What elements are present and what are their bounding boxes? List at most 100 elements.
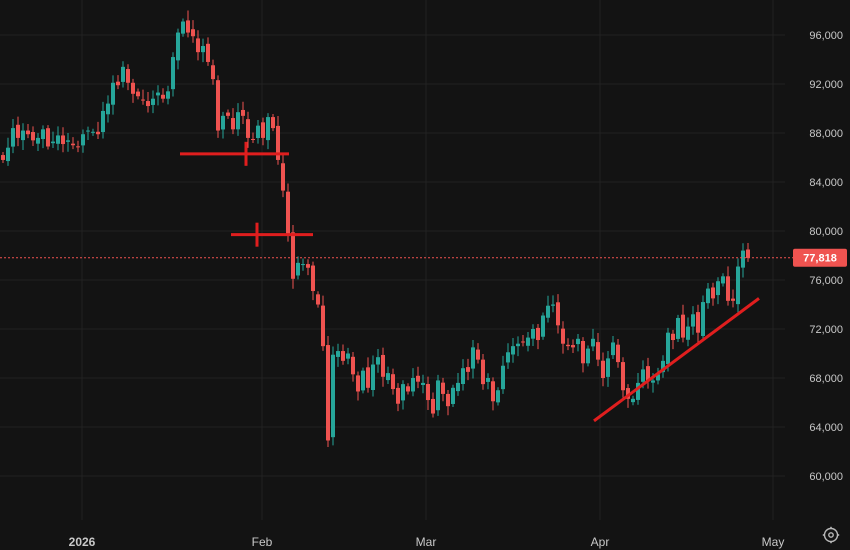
candle <box>691 306 695 335</box>
candle <box>11 119 15 154</box>
candle-body <box>66 140 70 142</box>
candle <box>596 333 600 367</box>
candle <box>446 390 450 416</box>
y-axis[interactable]: 60,000 64,000 68,000 72,000 76,000 80,000 84,0… <box>809 30 843 483</box>
candle-body <box>216 80 220 131</box>
candle-body <box>221 115 225 130</box>
candle <box>241 101 245 125</box>
candle-body <box>171 57 175 90</box>
candle-body <box>51 141 55 144</box>
candle <box>456 372 460 396</box>
candle-body <box>21 130 25 141</box>
candle <box>426 376 430 410</box>
candle <box>266 113 270 150</box>
candle <box>66 133 70 152</box>
candle-body <box>571 345 575 348</box>
candle <box>151 90 155 114</box>
candle <box>31 126 35 146</box>
candle-body <box>426 384 430 401</box>
candle-body <box>646 366 650 381</box>
candle <box>26 124 30 139</box>
candle-body <box>371 364 375 391</box>
candle-body <box>26 130 30 135</box>
candle-body <box>621 362 625 391</box>
candle-body <box>376 357 380 365</box>
candle-body <box>336 351 340 357</box>
candle-body <box>296 262 300 276</box>
candle <box>421 374 425 394</box>
candle-body <box>596 342 600 360</box>
candle-body <box>441 382 445 394</box>
candle <box>156 85 160 106</box>
candle-body <box>691 314 695 327</box>
candle-body <box>301 264 305 266</box>
candle-body <box>11 128 15 147</box>
x-axis[interactable]: 2026 Feb Mar Apr May <box>69 535 785 549</box>
candle-body <box>206 43 210 62</box>
candle <box>281 154 285 198</box>
candle <box>386 366 390 385</box>
candle <box>71 137 75 150</box>
candle-body <box>631 398 635 403</box>
candle-body <box>136 91 140 97</box>
candle <box>611 335 615 360</box>
annotations <box>180 141 760 423</box>
candle <box>161 88 165 103</box>
candle-body <box>86 130 90 132</box>
candles <box>1 10 750 447</box>
candle-body <box>76 146 80 148</box>
candle-body <box>366 367 370 388</box>
candle <box>216 75 220 138</box>
candle-body <box>131 82 135 94</box>
candle-body <box>141 99 145 101</box>
candle-body <box>266 117 270 141</box>
candle <box>176 28 180 70</box>
settings-icon[interactable] <box>822 526 840 544</box>
candle <box>61 127 65 153</box>
candle <box>86 126 90 140</box>
candle <box>226 109 230 119</box>
candle <box>276 115 280 165</box>
candle <box>6 137 10 166</box>
candle <box>501 355 505 394</box>
candle-body <box>736 266 740 305</box>
candle <box>706 282 710 309</box>
candle-body <box>616 344 620 363</box>
candle <box>586 345 590 367</box>
candle-body <box>731 298 735 301</box>
candle <box>316 291 320 308</box>
candle-body <box>211 65 215 80</box>
candle <box>106 95 110 123</box>
candle-body <box>396 387 400 404</box>
candle-body <box>671 333 675 341</box>
candle <box>126 64 130 91</box>
candle <box>181 18 185 37</box>
candle <box>506 343 510 369</box>
candle <box>546 295 550 323</box>
candle-body <box>16 124 20 138</box>
candle <box>371 355 375 397</box>
candle-body <box>236 112 240 130</box>
candle-body <box>466 367 470 372</box>
candle-body <box>411 378 415 392</box>
candle-body <box>166 91 170 99</box>
candle-body <box>706 288 710 304</box>
candle-body <box>196 38 200 53</box>
candle-body <box>201 46 205 53</box>
candle <box>731 289 735 308</box>
candle <box>251 132 255 144</box>
last-price-label-bg <box>793 248 847 267</box>
candle <box>661 355 665 378</box>
candle <box>211 59 215 85</box>
candle-body <box>416 375 420 382</box>
y-tick-label: 88,000 <box>809 128 843 140</box>
candle-body <box>456 382 460 392</box>
candle-body <box>576 338 580 345</box>
candle <box>261 117 265 146</box>
candle-body <box>446 393 450 407</box>
candle <box>1 151 5 164</box>
candle <box>566 338 570 351</box>
candle-body <box>381 354 385 377</box>
candle-body <box>451 387 455 404</box>
